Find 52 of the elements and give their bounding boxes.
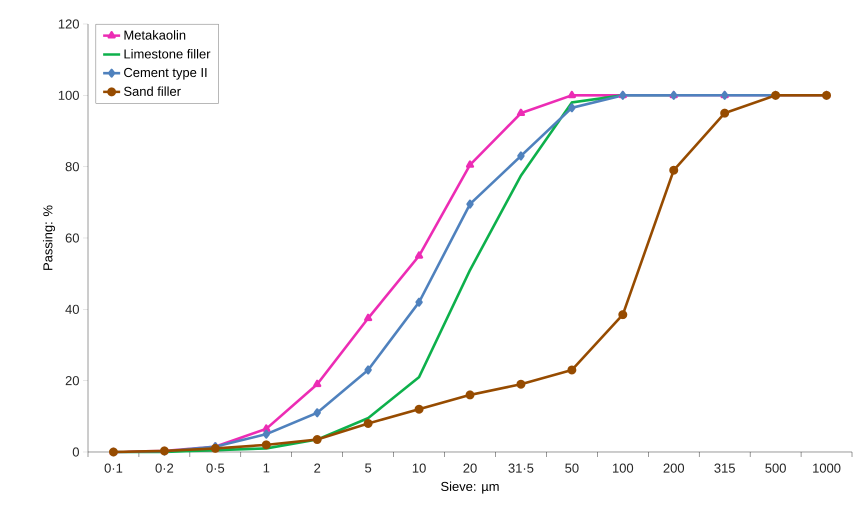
x-tick-label: 20 <box>463 464 477 473</box>
point <box>414 404 424 414</box>
y-tick-label: 20 <box>66 376 79 386</box>
point <box>415 251 424 259</box>
x-tick-label: 10 <box>412 464 426 473</box>
y-tick-label: 100 <box>58 90 79 100</box>
point <box>262 440 271 450</box>
x-tick-label: 0·2 <box>156 464 174 473</box>
x-tick-label: 2 <box>314 464 320 473</box>
point <box>516 108 526 116</box>
x-tick-label: 315 <box>714 464 735 473</box>
x-tick-label: 1000 <box>813 464 840 473</box>
point <box>262 430 270 439</box>
point <box>516 380 526 389</box>
point <box>466 160 474 168</box>
x-tick-label: 31·5 <box>508 464 534 473</box>
x-axis-title: Sieve: µm <box>441 482 499 494</box>
legend-label: Cement type II <box>124 68 206 80</box>
x-tick-label: 0·5 <box>206 464 224 473</box>
y-axis-title: Passing: % <box>42 205 56 270</box>
point <box>262 424 270 432</box>
x-tick-label: 200 <box>664 464 684 473</box>
point <box>364 314 372 322</box>
x-tick-label: 5 <box>365 464 372 473</box>
y-tick-label: 120 <box>58 19 79 29</box>
y-tick-label: 0 <box>72 447 79 457</box>
point <box>415 298 423 307</box>
point <box>466 390 475 400</box>
y-tick-label: 40 <box>65 304 79 314</box>
point <box>364 365 372 374</box>
legend-label: Metakaolin <box>124 30 186 40</box>
x-tick-label: 0·1 <box>104 464 122 473</box>
y-tick-label: 60 <box>66 233 79 243</box>
x-tick-label: 1 <box>264 464 270 472</box>
point <box>567 365 576 374</box>
x-tick-label: 500 <box>765 464 786 473</box>
x-tick-label: 50 <box>565 464 579 473</box>
point <box>568 103 576 112</box>
y-tick-label: 80 <box>66 162 79 172</box>
point <box>618 310 628 320</box>
point <box>312 435 322 444</box>
point <box>314 408 321 418</box>
point <box>669 166 678 175</box>
point <box>568 90 576 98</box>
point <box>720 108 730 118</box>
point <box>466 200 474 209</box>
x-tick-label: 100 <box>612 464 634 473</box>
point <box>313 380 322 388</box>
point <box>517 151 525 160</box>
point <box>364 418 373 428</box>
legend-label: Limestone filler <box>124 49 210 59</box>
legend-label: Sand filler <box>124 86 181 96</box>
